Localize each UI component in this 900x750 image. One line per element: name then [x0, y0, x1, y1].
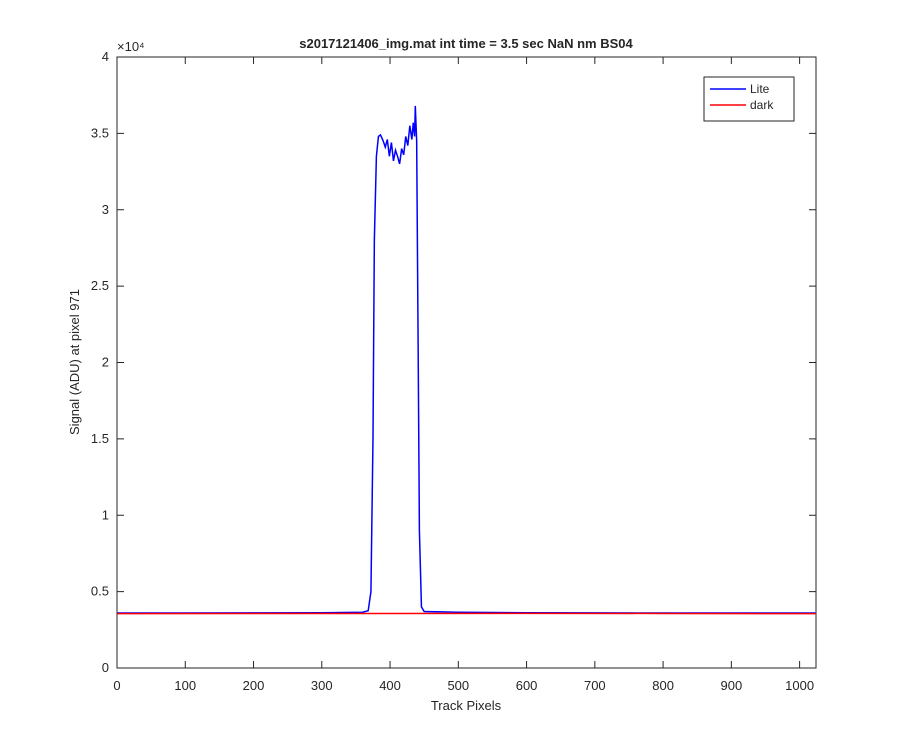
x-tick-label: 800 — [652, 678, 674, 693]
x-tick-label: 600 — [516, 678, 538, 693]
line-series — [117, 105, 816, 614]
x-tick-label: 400 — [379, 678, 401, 693]
legend-label: Lite — [750, 82, 770, 96]
x-tick-label: 100 — [174, 678, 196, 693]
plot: 0 100 200 300 400 500 600 700 800 900 1000 0 0.5 1 1.5… — [91, 49, 816, 693]
plot-area — [117, 57, 816, 668]
legend-box — [703, 76, 795, 122]
y-tick-label: 4 — [102, 49, 109, 64]
x-axis-label: Track Pixels — [431, 698, 502, 713]
y-tick-label: 0.5 — [91, 584, 109, 599]
y-tick-label: 3 — [102, 202, 109, 217]
y-multiplier: ×10⁴ — [117, 39, 145, 54]
legend-label: dark — [750, 98, 774, 112]
x-tick-label: 500 — [447, 678, 469, 693]
x-tick-label: 300 — [311, 678, 333, 693]
chart-title: s2017121406_img.mat int time = 3.5 sec N… — [299, 36, 633, 51]
x-tick-label: 0 — [113, 678, 120, 693]
y-tick-label: 1.5 — [91, 431, 109, 446]
x-tick-label: 200 — [243, 678, 265, 693]
x-tick-label: 1000 — [785, 678, 814, 693]
x-tick-label: 700 — [584, 678, 606, 693]
y-tick-label: 2.5 — [91, 278, 109, 293]
y-tick-label: 3.5 — [91, 125, 109, 140]
y-tick-label: 0 — [102, 660, 109, 675]
x-tick-label: 900 — [721, 678, 743, 693]
y-tick-label: 2 — [102, 355, 109, 370]
y-tick-label: 1 — [102, 507, 109, 522]
y-axis-label: Signal (ADU) at pixel 971 — [67, 289, 82, 435]
axes-box — [116, 56, 817, 669]
